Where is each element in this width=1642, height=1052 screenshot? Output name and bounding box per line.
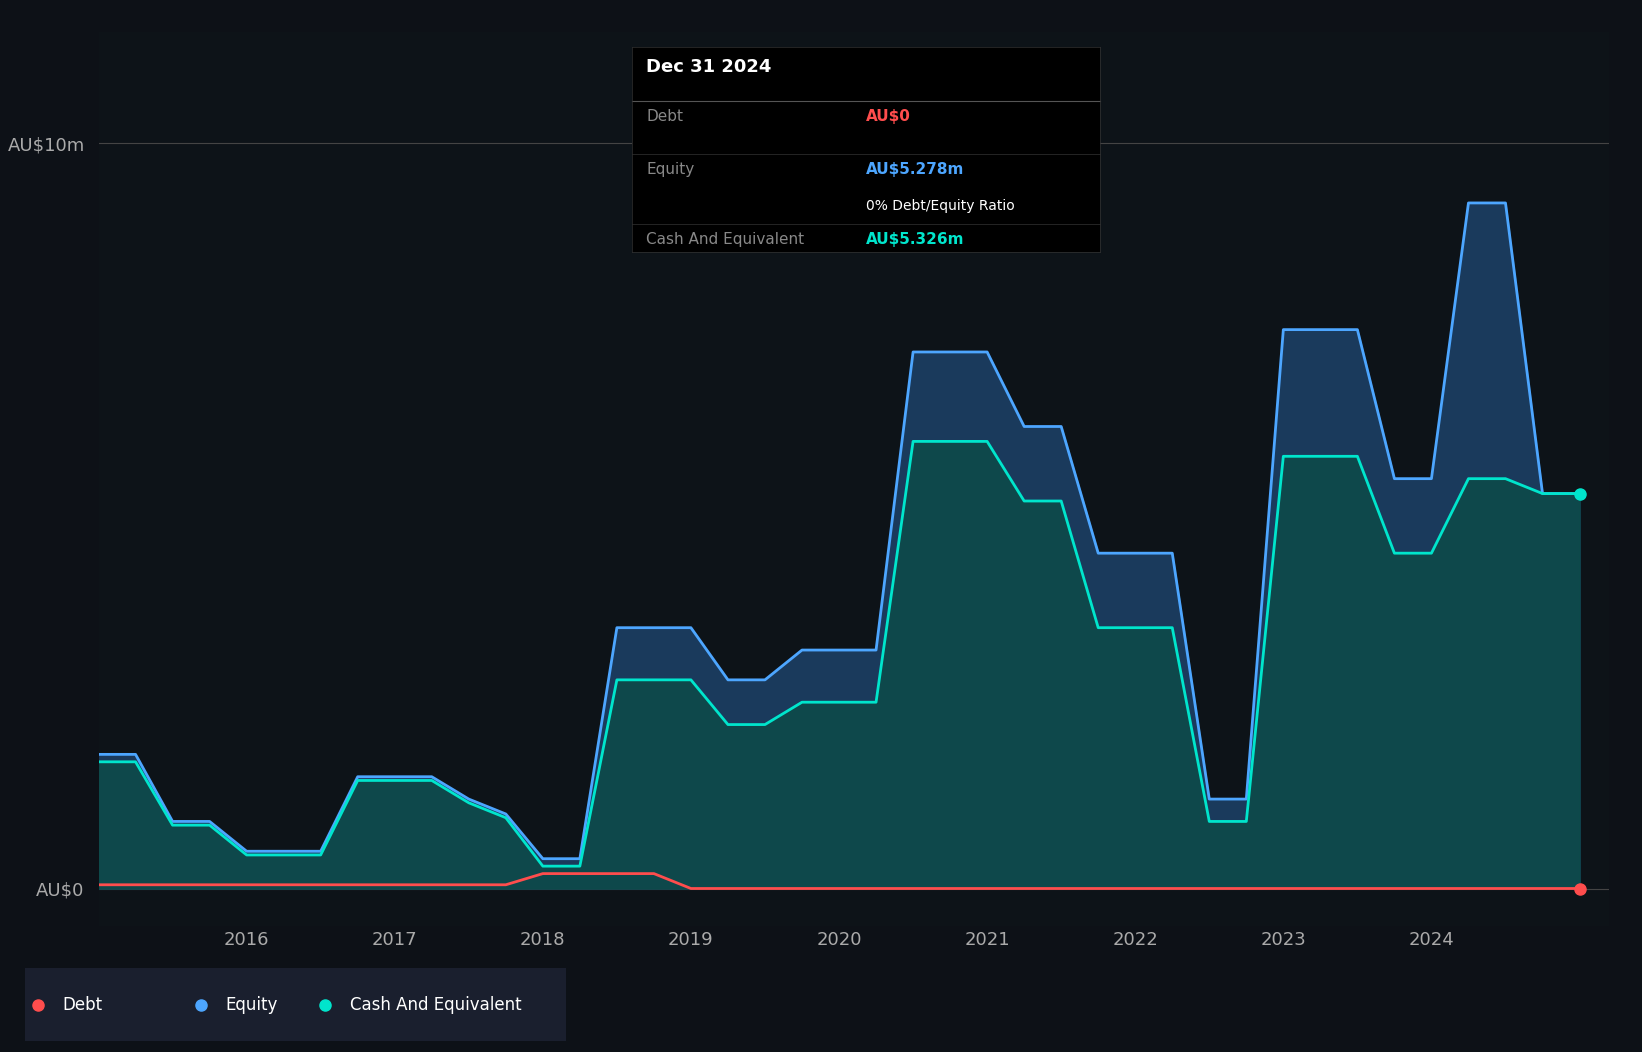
Text: Equity: Equity [225,995,277,1014]
Text: AU$5.326m: AU$5.326m [867,232,964,247]
Text: Equity: Equity [647,162,695,177]
Text: Debt: Debt [62,995,103,1014]
Text: Cash And Equivalent: Cash And Equivalent [647,232,805,247]
Text: AU$5.278m: AU$5.278m [867,162,964,177]
Text: AU$0: AU$0 [867,108,911,124]
Text: 0% Debt/Equity Ratio: 0% Debt/Equity Ratio [867,199,1015,214]
Text: Cash And Equivalent: Cash And Equivalent [350,995,522,1014]
Text: Dec 31 2024: Dec 31 2024 [647,58,772,76]
Text: Debt: Debt [647,108,683,124]
